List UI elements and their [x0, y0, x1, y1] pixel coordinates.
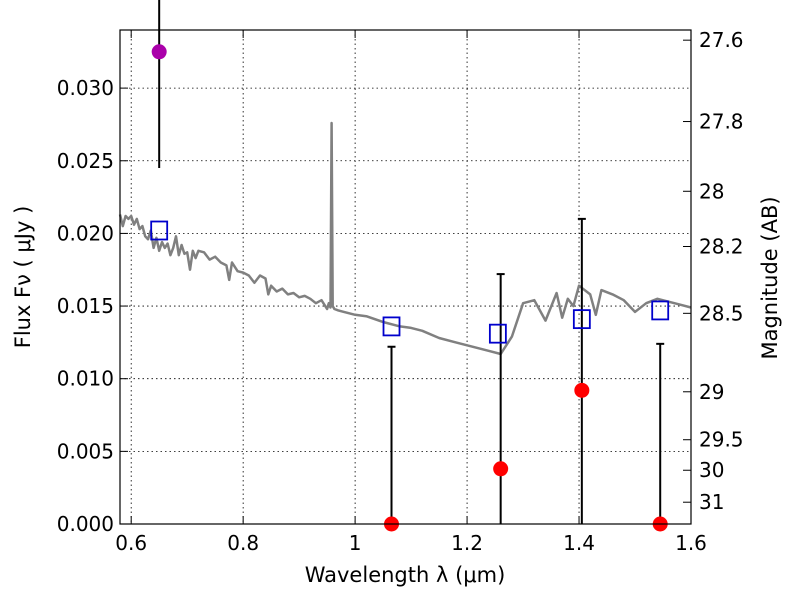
model-band-square: [488, 323, 507, 344]
y2-axis-label: Magnitude (AB): [758, 196, 782, 359]
plot-area: [118, 0, 692, 532]
model-sed-line: [118, 121, 692, 356]
grid: [120, 30, 692, 524]
y-tick-label: 0.010: [57, 367, 114, 391]
observed-point: [493, 461, 509, 477]
y2-tick-label: 29.5: [699, 428, 744, 452]
x-tick-label: 1: [349, 531, 362, 555]
y-tick-label: 0.000: [57, 512, 114, 536]
model-band-square: [382, 316, 401, 337]
x-tick-label: 1.6: [675, 531, 707, 555]
ticks: 0.6 0.8 1 1.2 1.4 1.6 0.000 0.005 0.010 0.015 0.02…: [57, 28, 744, 555]
x-tick-label: 0.8: [227, 531, 259, 555]
y-tick-label: 0.015: [57, 294, 114, 318]
x-axis-label: Wavelength λ (μm): [305, 563, 506, 587]
y2-tick-label: 29: [699, 380, 724, 404]
y-axis-label: Flux Fν ( μJy ): [11, 206, 35, 349]
observed-point: [574, 382, 590, 398]
model-band-square: [572, 309, 591, 330]
y2-tick-label: 27.6: [699, 28, 744, 52]
y-tick-label: 0.025: [57, 149, 114, 173]
plot-frame: [119, 29, 692, 525]
y2-tick-label: 28.5: [699, 301, 744, 325]
y-tick-label: 0.030: [57, 76, 114, 100]
y-tick-label: 0.005: [57, 439, 114, 463]
x-tick-label: 1.4: [563, 531, 595, 555]
y2-tick-label: 28.2: [699, 234, 744, 258]
y2-tick-label: 28: [699, 179, 724, 203]
x-tick-label: 0.6: [115, 531, 147, 555]
y-tick-label: 0.020: [57, 221, 114, 245]
model-band-square: [150, 220, 169, 241]
y2-tick-label: 30: [699, 458, 724, 482]
y2-tick-label: 31: [699, 490, 724, 514]
y2-tick-label: 27.8: [699, 110, 744, 134]
x-tick-label: 1.2: [451, 531, 483, 555]
optical-point: [151, 44, 167, 60]
model-band-square: [651, 300, 670, 321]
